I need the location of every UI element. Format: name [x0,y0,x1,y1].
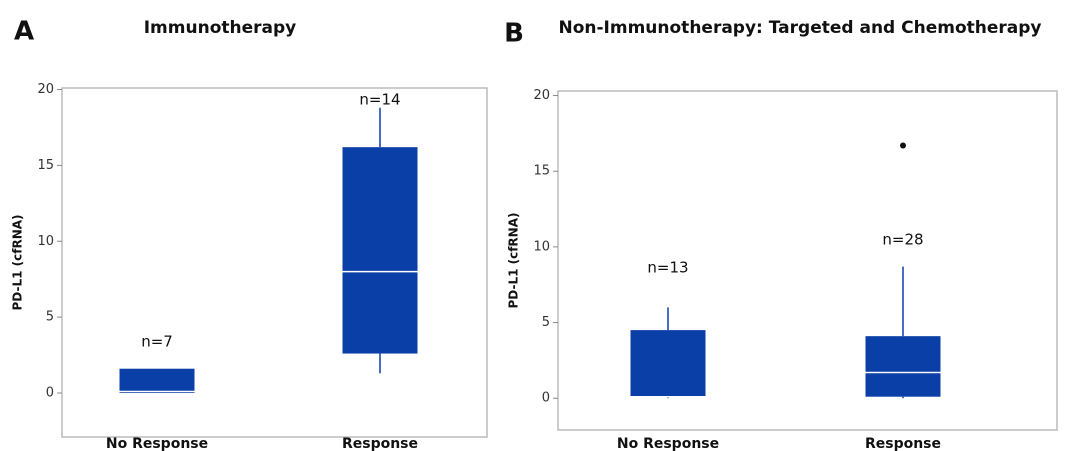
n-label: n=13 [647,259,688,277]
n-label: n=14 [359,91,400,109]
y-tick-label: 15 [533,164,550,179]
y-tick-label: 10 [533,239,550,254]
chart-title: Non-Immunotherapy: Targeted and Chemothe… [558,18,1041,38]
chart-title: Immunotherapy [144,18,297,38]
box [630,330,706,398]
box [342,147,418,354]
box [865,336,941,397]
box [119,368,195,393]
y-tick-label: 20 [37,82,54,97]
x-tick-label: Response [342,436,418,451]
x-tick-label: No Response [617,436,719,451]
y-tick-label: 20 [533,88,550,103]
y-tick-label: 0 [542,391,550,406]
y-axis-label: PD-L1 (cfRNA) [507,212,521,308]
n-label: n=28 [882,231,923,249]
y-tick-label: 15 [37,158,54,173]
y-tick-label: 5 [46,310,54,325]
panel-letter: B [504,19,524,49]
y-tick-label: 0 [46,385,54,400]
y-axis-label: PD-L1 (cfRNA) [11,214,25,310]
x-tick-label: Response [865,436,941,451]
y-tick-label: 5 [542,315,550,330]
panel-letter: A [14,17,34,47]
outlier [900,142,906,149]
x-tick-label: No Response [106,436,208,451]
n-label: n=7 [141,333,173,351]
y-tick-label: 10 [37,234,54,249]
